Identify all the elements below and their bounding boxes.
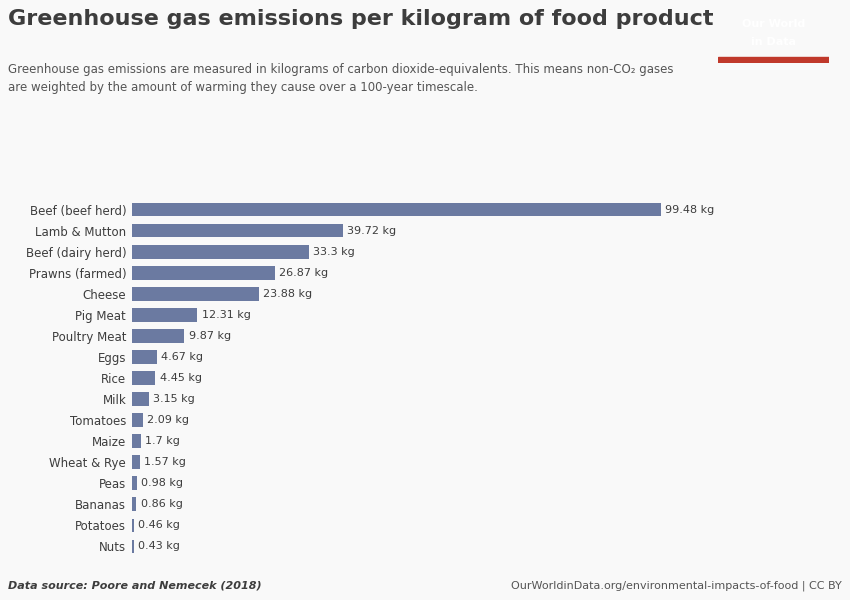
Bar	[132, 224, 343, 238]
Text: 39.72 kg: 39.72 kg	[348, 226, 396, 236]
Bar	[132, 371, 156, 385]
Bar	[132, 539, 134, 553]
Text: Greenhouse gas emissions are measured in kilograms of carbon dioxide-equivalents: Greenhouse gas emissions are measured in…	[8, 63, 674, 94]
Bar	[718, 56, 829, 63]
Bar	[132, 350, 156, 364]
Text: 1.7 kg: 1.7 kg	[145, 436, 180, 446]
Text: in Data: in Data	[751, 37, 796, 47]
Text: OurWorldinData.org/environmental-impacts-of-food | CC BY: OurWorldinData.org/environmental-impacts…	[511, 581, 842, 591]
Text: 0.86 kg: 0.86 kg	[140, 499, 183, 509]
Bar	[132, 266, 275, 280]
Text: 33.3 kg: 33.3 kg	[313, 247, 355, 257]
Bar	[132, 287, 259, 301]
Text: 2.09 kg: 2.09 kg	[147, 415, 190, 425]
Text: Greenhouse gas emissions per kilogram of food product: Greenhouse gas emissions per kilogram of…	[8, 9, 714, 29]
Text: 12.31 kg: 12.31 kg	[201, 310, 251, 320]
Bar	[132, 245, 309, 259]
Bar	[132, 413, 143, 427]
Text: 26.87 kg: 26.87 kg	[279, 268, 328, 278]
Bar	[132, 392, 149, 406]
Text: 1.57 kg: 1.57 kg	[144, 457, 186, 467]
Bar	[132, 476, 137, 490]
Bar	[132, 308, 197, 322]
Bar	[132, 203, 661, 217]
Text: 4.45 kg: 4.45 kg	[160, 373, 201, 383]
Bar	[132, 329, 184, 343]
Text: Our World: Our World	[742, 19, 805, 29]
Text: 99.48 kg: 99.48 kg	[666, 205, 715, 215]
Bar	[132, 497, 136, 511]
Text: 3.15 kg: 3.15 kg	[153, 394, 195, 404]
Text: 0.43 kg: 0.43 kg	[139, 541, 180, 551]
Text: 23.88 kg: 23.88 kg	[264, 289, 312, 299]
Text: 0.98 kg: 0.98 kg	[141, 478, 184, 488]
Text: 4.67 kg: 4.67 kg	[161, 352, 203, 362]
Text: 0.46 kg: 0.46 kg	[139, 520, 180, 530]
Bar	[132, 434, 141, 448]
Text: Data source: Poore and Nemecek (2018): Data source: Poore and Nemecek (2018)	[8, 581, 262, 591]
Text: 9.87 kg: 9.87 kg	[189, 331, 230, 341]
Bar	[132, 455, 140, 469]
Bar	[132, 518, 134, 532]
